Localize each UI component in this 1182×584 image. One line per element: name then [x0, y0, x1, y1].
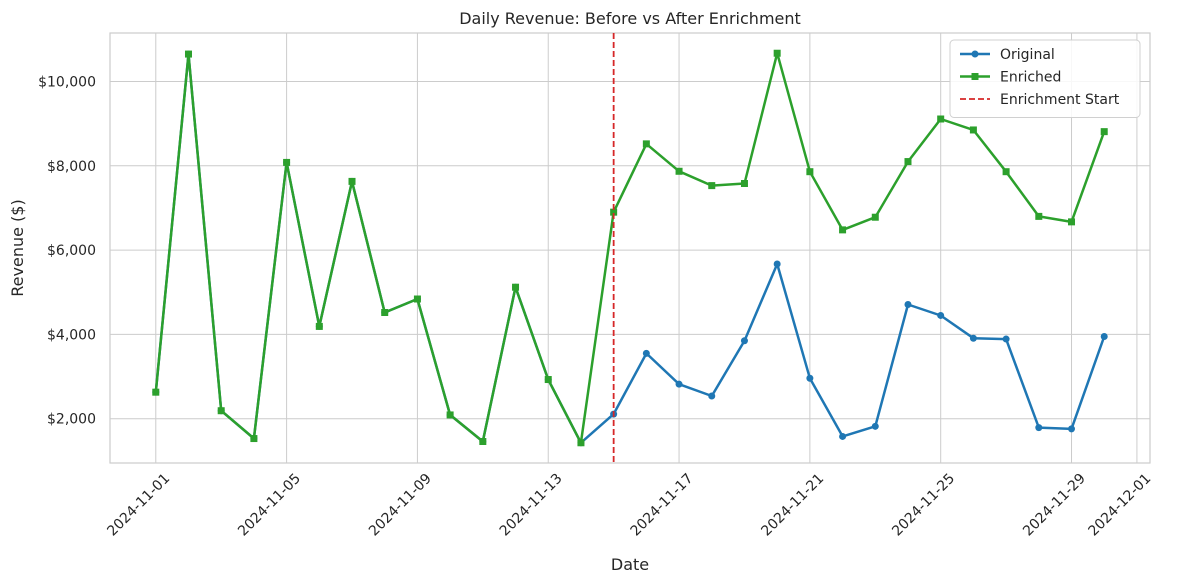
data-point-original: [969, 334, 977, 342]
data-point-enriched: [250, 435, 258, 443]
data-point-original: [675, 380, 683, 388]
data-point-original: [904, 300, 912, 308]
data-point-enriched: [610, 208, 618, 216]
x-tick-label: 2024-11-01: [104, 471, 173, 540]
y-tick-label: $4,000: [47, 327, 96, 343]
data-point-enriched: [544, 376, 552, 384]
legend-label: Original: [1000, 47, 1055, 63]
data-point-original: [708, 392, 716, 400]
x-tick-label: 2024-11-25: [889, 471, 958, 540]
y-tick-label: $8,000: [47, 159, 96, 175]
x-tick-label: 2024-11-13: [497, 471, 566, 540]
data-point-enriched: [1100, 128, 1108, 136]
legend-label: Enrichment Start: [1000, 92, 1120, 108]
data-point-enriched: [283, 158, 291, 166]
data-point-enriched: [740, 180, 748, 187]
data-point-original: [806, 374, 814, 382]
data-point-enriched: [675, 167, 683, 175]
legend-label: Enriched: [1000, 70, 1061, 86]
data-point-enriched: [184, 50, 192, 58]
data-point-original: [1035, 424, 1043, 432]
x-tick-label: 2024-11-17: [628, 471, 697, 540]
data-point-enriched: [806, 168, 814, 176]
plot-frame: [109, 32, 1151, 464]
data-point-enriched: [1035, 212, 1043, 220]
data-point-enriched: [381, 309, 389, 316]
data-point-original: [871, 422, 879, 430]
data-point-enriched: [413, 295, 421, 303]
legend: Original Enriched Enrichment Start: [949, 39, 1141, 118]
y-tick-label: $10,000: [38, 74, 96, 90]
y-tick-label: $2,000: [47, 412, 96, 428]
x-tick-label: 2024-11-09: [366, 471, 435, 540]
data-point-enriched: [217, 407, 225, 415]
y-axis-label: Revenue ($): [8, 199, 27, 296]
data-point-enriched: [871, 213, 879, 221]
data-point-original: [1068, 425, 1076, 433]
data-point-enriched: [577, 439, 585, 447]
data-point-enriched: [839, 226, 847, 234]
x-tick-label: 2024-11-05: [235, 471, 304, 540]
data-point-enriched: [969, 126, 977, 134]
data-point-original: [642, 349, 650, 357]
legend-box: [949, 39, 1141, 118]
data-point-original: [773, 260, 781, 268]
data-point-enriched: [479, 438, 487, 445]
data-point-enriched: [1068, 218, 1076, 226]
data-point-original: [740, 337, 748, 345]
x-tick-label: 2024-12-01: [1085, 471, 1154, 540]
data-point-enriched: [512, 283, 520, 291]
data-point-enriched: [348, 177, 356, 185]
data-point-enriched: [642, 140, 650, 148]
data-point-enriched: [708, 182, 716, 190]
data-point-original: [1002, 335, 1010, 343]
data-point-enriched: [773, 49, 781, 57]
data-point-original: [937, 311, 945, 319]
data-point-original: [1100, 333, 1108, 341]
chart-title: Daily Revenue: Before vs After Enrichmen…: [459, 9, 801, 28]
y-tick-label: $6,000: [47, 243, 96, 259]
legend-marker: [971, 50, 979, 58]
legend-marker: [971, 73, 979, 80]
series-enriched: [152, 49, 1108, 447]
data-point-enriched: [904, 158, 912, 166]
data-point-enriched: [315, 322, 323, 330]
x-tick-label: 2024-11-29: [1020, 471, 1089, 540]
data-point-enriched: [1002, 168, 1010, 176]
data-point-original: [839, 432, 847, 440]
data-point-enriched: [152, 388, 160, 396]
x-axis-label: Date: [611, 555, 649, 574]
x-tick-label: 2024-11-21: [758, 471, 827, 540]
data-point-enriched: [937, 115, 945, 123]
data-point-enriched: [446, 411, 454, 419]
series-line-enriched: [154, 51, 1106, 445]
